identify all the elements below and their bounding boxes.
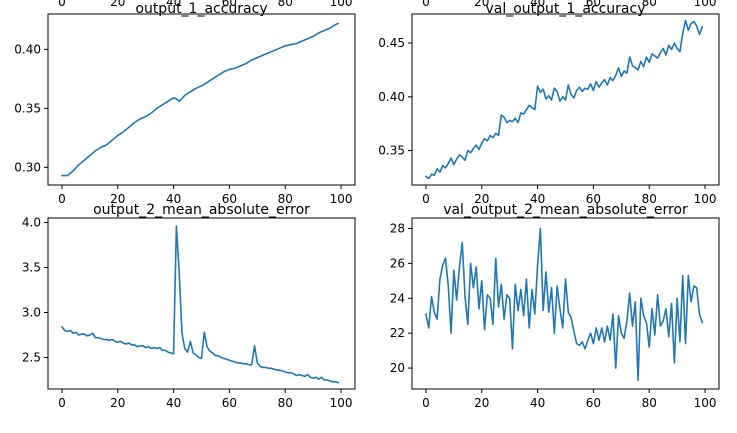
y-tick-label: 3.5: [22, 261, 41, 275]
x-tick-label: 80: [278, 396, 293, 410]
x-tick-label: 80: [642, 396, 657, 410]
x-tick-label: 20: [110, 192, 125, 206]
x-tick-label: 40: [166, 396, 181, 410]
chart-panel-3: 0 20 40 60 80 100 2.5 3.0 3.5 4.0 output_2_mean_ab…: [22, 202, 356, 410]
axes-frame: [47, 13, 356, 186]
series-line-1: [425, 19, 704, 180]
x-tick-label: 40: [530, 396, 545, 410]
x-tick-label-overflow: 20: [474, 0, 489, 9]
y-tick-label: 0.35: [14, 101, 41, 115]
x-tick-label-overflow: 20: [110, 0, 125, 9]
y-tick-label: 2.5: [22, 351, 41, 365]
series-line-1: [61, 225, 340, 384]
x-tick-label: 0: [422, 192, 430, 206]
x-tick-label-overflow: 80: [278, 0, 293, 9]
y-tick-label: 3.0: [22, 306, 41, 320]
chart-title: output_1_accuracy: [135, 1, 267, 17]
y-tick-label: 22: [390, 326, 405, 340]
chart-title: output_2_mean_absolute_error: [93, 202, 310, 218]
x-tick-label-overflow: 100: [694, 0, 717, 9]
x-tick-label: 0: [58, 192, 66, 206]
y-tick-label: 0.35: [378, 144, 405, 158]
x-tick-label-overflow: 0: [58, 0, 66, 9]
x-tick-label: 0: [58, 396, 66, 410]
x-tick-label-overflow: 60: [222, 0, 237, 9]
x-tick-label-overflow: 100: [330, 0, 353, 9]
x-tick-label: 80: [642, 192, 657, 206]
y-tick-label: 28: [390, 221, 405, 235]
x-tick-label: 60: [586, 396, 601, 410]
axes-frame: [411, 13, 720, 186]
chart-panel-1: 0 20 40 60 80 100 0 20 40 60 80 100 0.30 0.35 0.40 outp…: [14, 0, 356, 206]
chart-panel-2: 0 20 40 60 80 100 0 20 40 60 80 100 0.35 0.40 0.45 val_…: [378, 0, 720, 206]
series-line-1: [425, 227, 704, 382]
x-tick-label: 100: [330, 396, 353, 410]
y-tick-label: 0.40: [14, 42, 41, 56]
series-line-1: [61, 22, 340, 177]
y-tick-label: 24: [390, 291, 405, 305]
x-tick-label: 100: [330, 192, 353, 206]
x-tick-label: 20: [474, 192, 489, 206]
chart-panel-4: 0 20 40 60 80 100 20 22 24 26 28 val_output_2_mean_…: [390, 202, 720, 410]
y-tick-label: 0.30: [14, 160, 41, 174]
x-tick-label: 80: [278, 192, 293, 206]
x-tick-label: 100: [694, 192, 717, 206]
x-tick-label-overflow: 0: [422, 0, 430, 9]
axes-frame: [411, 217, 720, 390]
chart-title: val_output_1_accuracy: [485, 1, 645, 17]
x-tick-label: 60: [222, 396, 237, 410]
x-tick-label: 40: [166, 192, 181, 206]
x-tick-label: 100: [694, 396, 717, 410]
y-tick-label: 26: [390, 256, 405, 270]
x-tick-label: 40: [530, 192, 545, 206]
x-tick-label-overflow: 40: [166, 0, 181, 9]
x-tick-label: 60: [222, 192, 237, 206]
x-tick-label-overflow: 60: [586, 0, 601, 9]
x-tick-label: 60: [586, 192, 601, 206]
y-tick-label: 0.45: [378, 36, 405, 50]
x-tick-label: 20: [110, 396, 125, 410]
axes-frame: [47, 217, 356, 390]
y-tick-label: 20: [390, 361, 405, 375]
x-tick-label-overflow: 40: [530, 0, 545, 9]
x-tick-label-overflow: 80: [642, 0, 657, 9]
y-tick-label: 0.40: [378, 90, 405, 104]
x-tick-label: 20: [474, 396, 489, 410]
y-tick-label: 4.0: [22, 216, 41, 230]
x-tick-label: 0: [422, 396, 430, 410]
chart-title: val_output_2_mean_absolute_error: [443, 202, 688, 218]
